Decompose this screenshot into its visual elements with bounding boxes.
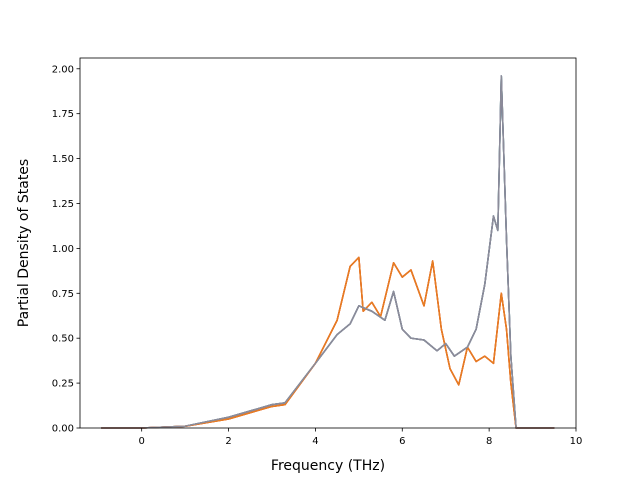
y-tick-label: 1.75 <box>52 109 74 120</box>
y-tick-label: 1.25 <box>52 199 74 210</box>
x-tick-label: 6 <box>399 436 405 447</box>
y-tick-label: 0.25 <box>52 379 74 390</box>
series-line-6 <box>101 256 555 429</box>
y-axis-label: Partial Density of States <box>16 159 32 327</box>
x-tick-label: 4 <box>312 436 318 447</box>
x-tick-label: 8 <box>486 436 492 447</box>
y-tick-label: 0.00 <box>52 424 74 435</box>
y-tick-label: 2.00 <box>52 64 74 75</box>
x-axis: 0 2 4 6 8 10 <box>138 428 582 447</box>
plot-frame <box>79 57 577 429</box>
x-tick-label: 0 <box>138 436 144 447</box>
y-axis: 0.00 0.25 0.50 0.75 1.00 1.25 1.50 1.75 2.00 <box>52 64 80 435</box>
x-tick-label: 2 <box>225 436 231 447</box>
y-tick-label: 1.00 <box>52 244 74 255</box>
y-tick-label: 0.50 <box>52 334 74 345</box>
y-tick-label: 1.50 <box>52 154 74 165</box>
series-layer <box>101 75 555 429</box>
series-line-7 <box>101 75 555 429</box>
y-tick-label: 0.75 <box>52 289 74 300</box>
x-axis-label: Frequency (THz) <box>271 458 385 474</box>
x-tick-label: 10 <box>570 436 583 447</box>
